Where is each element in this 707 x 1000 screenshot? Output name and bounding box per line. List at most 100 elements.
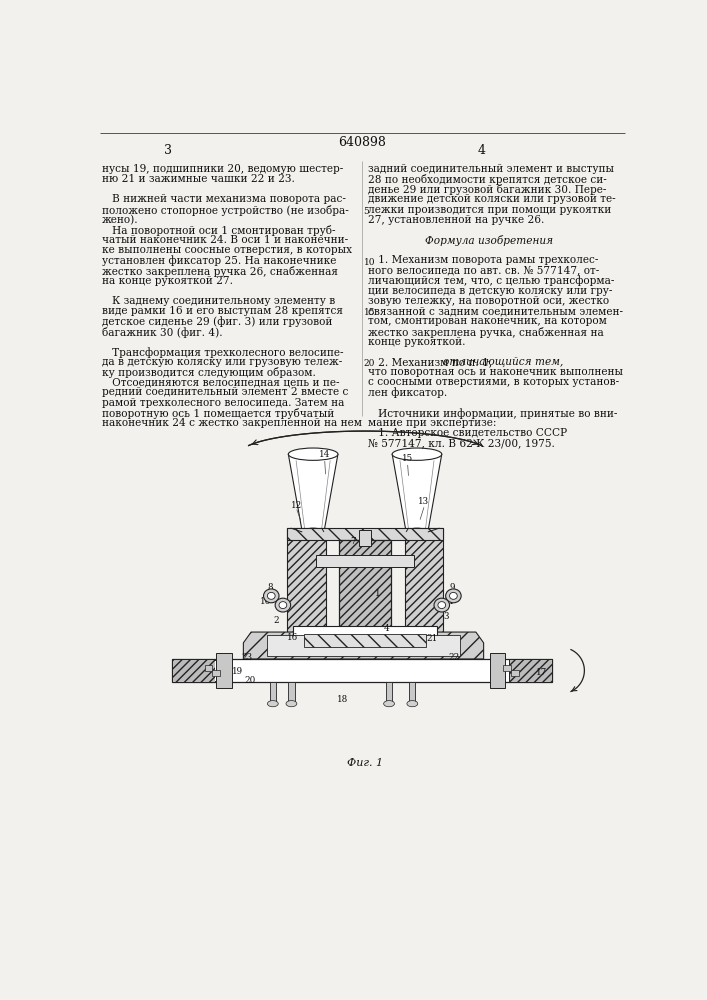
Polygon shape <box>172 659 215 682</box>
Bar <box>510 670 518 676</box>
Bar <box>490 653 506 688</box>
Ellipse shape <box>279 602 287 609</box>
Text: 20: 20 <box>363 359 375 368</box>
Text: 18: 18 <box>337 695 349 704</box>
Text: чатый наконечник 24. В оси 1 и наконечни-: чатый наконечник 24. В оси 1 и наконечни… <box>103 235 349 245</box>
Ellipse shape <box>267 701 279 707</box>
Text: 15: 15 <box>363 308 375 317</box>
Text: 4: 4 <box>384 624 390 633</box>
Text: на конце рукояткой 27.: на конце рукояткой 27. <box>103 276 233 286</box>
Text: зовую тележку, на поворотной оси, жестко: зовую тележку, на поворотной оси, жестко <box>368 296 609 306</box>
Text: 3: 3 <box>444 612 449 621</box>
Bar <box>212 670 220 676</box>
Text: положено стопорное устройство (не изобра-: положено стопорное устройство (не изобра… <box>103 205 349 216</box>
Bar <box>204 665 212 671</box>
Text: 12: 12 <box>291 500 303 510</box>
Bar <box>409 682 416 704</box>
Text: 10: 10 <box>363 258 375 267</box>
Text: 16: 16 <box>286 633 298 642</box>
Text: наконечник 24 с жестко закрепленной на нем: наконечник 24 с жестко закрепленной на н… <box>103 418 362 428</box>
Text: 6: 6 <box>329 557 335 566</box>
Ellipse shape <box>407 701 418 707</box>
Bar <box>304 634 426 647</box>
Text: 1. Авторское свидетельство СССР: 1. Авторское свидетельство СССР <box>368 428 567 438</box>
Text: Источники информации, принятые во вни-: Источники информации, принятые во вни- <box>368 408 617 419</box>
Bar <box>216 653 232 688</box>
Text: багажник 30 (фиг. 4).: багажник 30 (фиг. 4). <box>103 327 223 338</box>
Text: 7: 7 <box>351 537 356 546</box>
Text: 22: 22 <box>448 653 460 662</box>
Text: ку производится следующим образом.: ку производится следующим образом. <box>103 367 316 378</box>
Text: 27, установленной на ручке 26.: 27, установленной на ручке 26. <box>368 215 544 225</box>
Text: 19: 19 <box>233 667 243 676</box>
Bar <box>172 659 552 682</box>
Text: 1. Механизм поворота рамы трехколес-: 1. Механизм поворота рамы трехколес- <box>368 255 599 265</box>
Bar <box>386 682 392 704</box>
Polygon shape <box>288 454 338 532</box>
Ellipse shape <box>392 448 442 460</box>
Text: № 577147, кл. В 62 К 23/00, 1975.: № 577147, кл. В 62 К 23/00, 1975. <box>368 438 555 448</box>
Text: жено).: жено). <box>103 215 139 225</box>
Polygon shape <box>339 540 391 628</box>
Text: виде рамки 16 и его выступам 28 крепятся: виде рамки 16 и его выступам 28 крепятся <box>103 306 344 316</box>
Text: 2. Механизм по п. 1,: 2. Механизм по п. 1, <box>368 357 496 367</box>
Ellipse shape <box>286 701 297 707</box>
Polygon shape <box>287 528 443 540</box>
Bar <box>316 555 414 567</box>
Ellipse shape <box>445 589 461 603</box>
Text: жестко закреплена ручка 26, снабженная: жестко закреплена ручка 26, снабженная <box>103 266 339 277</box>
Text: поворотную ось 1 помещается трубчатый: поворотную ось 1 помещается трубчатый <box>103 408 334 419</box>
Text: да в детскую коляску или грузовую тележ-: да в детскую коляску или грузовую тележ- <box>103 357 343 367</box>
Text: Отсоединяются велосипедная цепь и пе-: Отсоединяются велосипедная цепь и пе- <box>103 377 340 387</box>
Text: К заднему соединительному элементу в: К заднему соединительному элементу в <box>103 296 336 306</box>
Text: движение детской коляски или грузовой те-: движение детской коляски или грузовой те… <box>368 194 616 204</box>
Ellipse shape <box>384 701 395 707</box>
Text: том, смонтирован наконечник, на котором: том, смонтирован наконечник, на котором <box>368 316 607 326</box>
Text: 640898: 640898 <box>338 136 386 149</box>
Polygon shape <box>287 528 325 632</box>
Bar <box>215 661 509 681</box>
Text: 20: 20 <box>244 676 255 685</box>
Text: нусы 19, подшипники 20, ведомую шестер-: нусы 19, подшипники 20, ведомую шестер- <box>103 164 344 174</box>
Polygon shape <box>392 454 442 532</box>
Text: 2: 2 <box>273 616 279 625</box>
Text: задний соединительный элемент и выступы: задний соединительный элемент и выступы <box>368 164 614 174</box>
Text: личающийся тем, что, с целью трансформа-: личающийся тем, что, с целью трансформа- <box>368 276 614 286</box>
Text: что поворотная ось и наконечник выполнены: что поворотная ось и наконечник выполнен… <box>368 367 623 377</box>
Text: лежки производится при помощи рукоятки: лежки производится при помощи рукоятки <box>368 205 612 215</box>
Text: 23: 23 <box>241 653 252 662</box>
Ellipse shape <box>450 592 457 599</box>
Polygon shape <box>243 632 484 659</box>
Bar <box>503 665 510 671</box>
Text: 14: 14 <box>319 450 330 459</box>
Polygon shape <box>509 659 552 682</box>
Text: конце рукояткой.: конце рукояткой. <box>368 337 466 347</box>
Text: ного велосипеда по авт. св. № 577147, от-: ного велосипеда по авт. св. № 577147, от… <box>368 266 600 276</box>
Bar <box>293 626 437 653</box>
Bar <box>359 530 371 546</box>
Text: ке выполнены соосные отверстия, в которых: ке выполнены соосные отверстия, в которы… <box>103 245 352 255</box>
Text: связанной с задним соединительным элемен-: связанной с задним соединительным элемен… <box>368 306 623 316</box>
Text: 1: 1 <box>375 589 380 598</box>
Text: отличающийся тем,: отличающийся тем, <box>443 357 564 367</box>
Text: мание при экспертизе:: мание при экспертизе: <box>368 418 496 428</box>
Text: ню 21 и зажимные чашки 22 и 23.: ню 21 и зажимные чашки 22 и 23. <box>103 174 296 184</box>
Text: рамой трехколесного велосипеда. Затем на: рамой трехколесного велосипеда. Затем на <box>103 398 345 408</box>
Ellipse shape <box>434 598 450 612</box>
Ellipse shape <box>438 602 445 609</box>
Text: ции велосипеда в детскую коляску или гру-: ции велосипеда в детскую коляску или гру… <box>368 286 612 296</box>
Text: Трансформация трехколесного велосипе-: Трансформация трехколесного велосипе- <box>103 347 344 358</box>
Text: 17: 17 <box>536 668 547 677</box>
Bar <box>270 682 276 704</box>
Bar <box>267 635 460 656</box>
Text: лен фиксатор.: лен фиксатор. <box>368 387 448 398</box>
Text: 10: 10 <box>259 597 271 606</box>
Text: На поворотной оси 1 смонтирован труб-: На поворотной оси 1 смонтирован труб- <box>103 225 336 236</box>
Text: установлен фиксатор 25. На наконечнике: установлен фиксатор 25. На наконечнике <box>103 255 337 266</box>
Text: 5: 5 <box>396 561 401 570</box>
Bar <box>288 682 295 704</box>
Ellipse shape <box>406 528 428 536</box>
Text: 11: 11 <box>444 597 455 606</box>
Text: детское сиденье 29 (фиг. 3) или грузовой: детское сиденье 29 (фиг. 3) или грузовой <box>103 316 333 327</box>
Ellipse shape <box>275 598 291 612</box>
